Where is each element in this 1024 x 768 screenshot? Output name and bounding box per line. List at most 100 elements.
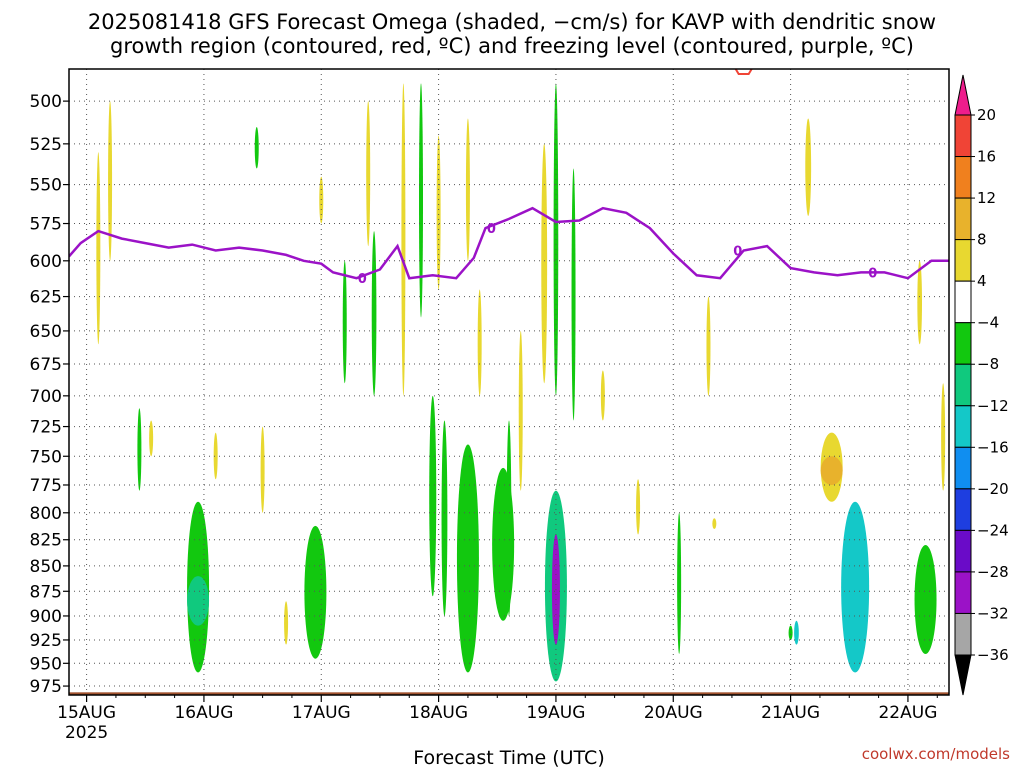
omega-streak bbox=[794, 621, 799, 645]
colorbar-box bbox=[955, 323, 971, 365]
colorbar-box bbox=[955, 115, 971, 157]
omega-streak bbox=[319, 177, 323, 224]
omega-streak bbox=[149, 421, 153, 457]
colorbar-label: −12 bbox=[977, 397, 1009, 415]
omega-streak bbox=[261, 427, 265, 513]
omega-streak bbox=[343, 261, 347, 383]
omega-streak bbox=[284, 601, 288, 644]
omega-streak bbox=[419, 83, 423, 317]
y-tick-label: 625 bbox=[30, 288, 62, 308]
omega-streak bbox=[805, 118, 811, 215]
colorbar-label: −24 bbox=[977, 521, 1009, 539]
omega-streak bbox=[466, 118, 470, 260]
omega-streak bbox=[96, 152, 100, 344]
omega-streak bbox=[372, 231, 377, 396]
omega-region bbox=[187, 576, 209, 625]
omega-streak bbox=[401, 83, 405, 395]
omega-streak bbox=[572, 169, 576, 421]
y-axis: 500 525 550 575 600 625 650 675 700 725 750 775 800 8… bbox=[30, 92, 69, 697]
colorbar-label: 8 bbox=[977, 231, 987, 249]
chart-title-line-1: 2025081418 GFS Forecast Omega (shaded, −… bbox=[88, 10, 936, 34]
y-tick-label: 500 bbox=[30, 92, 62, 112]
omega-region bbox=[915, 545, 937, 654]
colorbar-label: 16 bbox=[977, 148, 996, 166]
colorbar-box bbox=[955, 613, 971, 655]
freezing-level-label: 0 bbox=[358, 272, 367, 287]
y-tick-label: 700 bbox=[30, 387, 62, 407]
omega-streak bbox=[255, 127, 259, 169]
x-tick-label: 17AUG bbox=[292, 703, 351, 723]
y-tick-label: 925 bbox=[30, 631, 62, 651]
colorbar-bottom-arrow bbox=[955, 655, 971, 695]
x-tick-label: 20AUG bbox=[644, 703, 703, 723]
colorbar-box bbox=[955, 447, 971, 489]
y-tick-label: 875 bbox=[30, 582, 62, 602]
y-tick-label: 725 bbox=[30, 418, 62, 438]
x-tick-label: 15AUG bbox=[57, 703, 116, 723]
omega-streak bbox=[706, 297, 710, 396]
y-tick-label: 800 bbox=[30, 504, 62, 524]
omega-time-height-chart: 2025081418 GFS Forecast Omega (shaded, −… bbox=[0, 0, 1024, 768]
x-tick-label: 22AUG bbox=[878, 703, 937, 723]
omega-streak bbox=[636, 479, 640, 534]
y-tick-label: 750 bbox=[30, 447, 62, 467]
colorbar-box bbox=[955, 572, 971, 614]
y-tick-label: 950 bbox=[30, 654, 62, 674]
colorbar-box bbox=[955, 281, 971, 323]
colorbar-box bbox=[955, 240, 971, 282]
colorbar-label: 20 bbox=[977, 106, 996, 124]
colorbar-label: −16 bbox=[977, 438, 1009, 456]
y-tick-label: 825 bbox=[30, 531, 62, 551]
x-tick-label: 19AUG bbox=[526, 703, 585, 723]
x-tick-label: 21AUG bbox=[761, 703, 820, 723]
y-tick-label: 550 bbox=[30, 176, 62, 196]
x-axis-label: Forecast Time (UTC) bbox=[413, 747, 604, 768]
chart-title-line-2: growth region (contoured, red, ºC) and f… bbox=[110, 34, 914, 58]
colorbar-box bbox=[955, 157, 971, 199]
freezing-level-label: 0 bbox=[733, 245, 742, 260]
omega-streak bbox=[137, 408, 141, 490]
colorbar-label: 4 bbox=[977, 272, 987, 290]
x-axis: 15AUG 16AUG 17AUG 18AUG 19AUG 20AUG 21AUG 22AUG… bbox=[57, 695, 937, 743]
colorbar: 20 16 12 8 4 −4 −8 −12 −16 −20 −24 −28 −32 −36 bbox=[955, 75, 1009, 695]
omega-streak bbox=[366, 101, 370, 246]
omega-streak bbox=[789, 626, 793, 640]
omega-streak bbox=[478, 290, 482, 396]
colorbar-label: −20 bbox=[977, 480, 1009, 498]
omega-region bbox=[457, 445, 479, 673]
y-tick-label: 525 bbox=[30, 135, 62, 155]
omega-streak bbox=[677, 513, 681, 654]
y-tick-label: 650 bbox=[30, 322, 62, 342]
colorbar-box bbox=[955, 406, 971, 448]
omega-streak bbox=[917, 261, 922, 344]
y-tick-label: 850 bbox=[30, 557, 62, 577]
x-year-label: 2025 bbox=[65, 723, 108, 743]
omega-streak bbox=[541, 144, 547, 383]
y-tick-label: 575 bbox=[30, 215, 62, 235]
y-tick-label: 900 bbox=[30, 607, 62, 627]
colorbar-box bbox=[955, 530, 971, 572]
colorbar-label: −28 bbox=[977, 563, 1009, 581]
colorbar-label: 12 bbox=[977, 189, 996, 207]
y-tick-label: 675 bbox=[30, 355, 62, 375]
omega-streak bbox=[712, 518, 716, 529]
colorbar-label: −32 bbox=[977, 604, 1009, 622]
y-tick-label: 600 bbox=[30, 252, 62, 272]
colorbar-label: −8 bbox=[977, 355, 999, 373]
colorbar-box bbox=[955, 364, 971, 406]
x-tick-label: 16AUG bbox=[174, 703, 233, 723]
freezing-level-label: 0 bbox=[868, 266, 877, 281]
omega-region bbox=[492, 468, 514, 621]
colorbar-label: −36 bbox=[977, 646, 1009, 664]
freezing-level-label: 0 bbox=[487, 222, 496, 237]
colorbar-box bbox=[955, 489, 971, 531]
x-tick-label: 18AUG bbox=[409, 703, 468, 723]
colorbar-box bbox=[955, 198, 971, 240]
omega-streak bbox=[429, 396, 436, 596]
omega-streak bbox=[442, 421, 448, 616]
omega-streak bbox=[941, 383, 945, 490]
omega-streak bbox=[108, 101, 112, 261]
y-tick-label: 975 bbox=[30, 677, 62, 697]
credit-link[interactable]: coolwx.com/models bbox=[862, 745, 1010, 763]
y-tick-label: 775 bbox=[30, 476, 62, 496]
